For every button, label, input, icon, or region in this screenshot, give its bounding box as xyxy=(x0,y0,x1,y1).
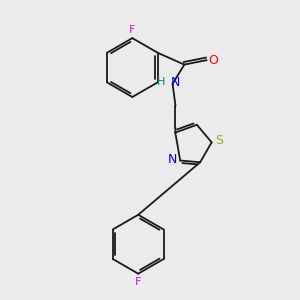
Text: F: F xyxy=(135,277,141,287)
Text: N: N xyxy=(167,152,177,166)
Text: H: H xyxy=(157,77,165,87)
Text: N: N xyxy=(171,76,181,89)
Text: O: O xyxy=(208,54,218,67)
Text: S: S xyxy=(215,134,223,147)
Text: F: F xyxy=(129,25,136,34)
